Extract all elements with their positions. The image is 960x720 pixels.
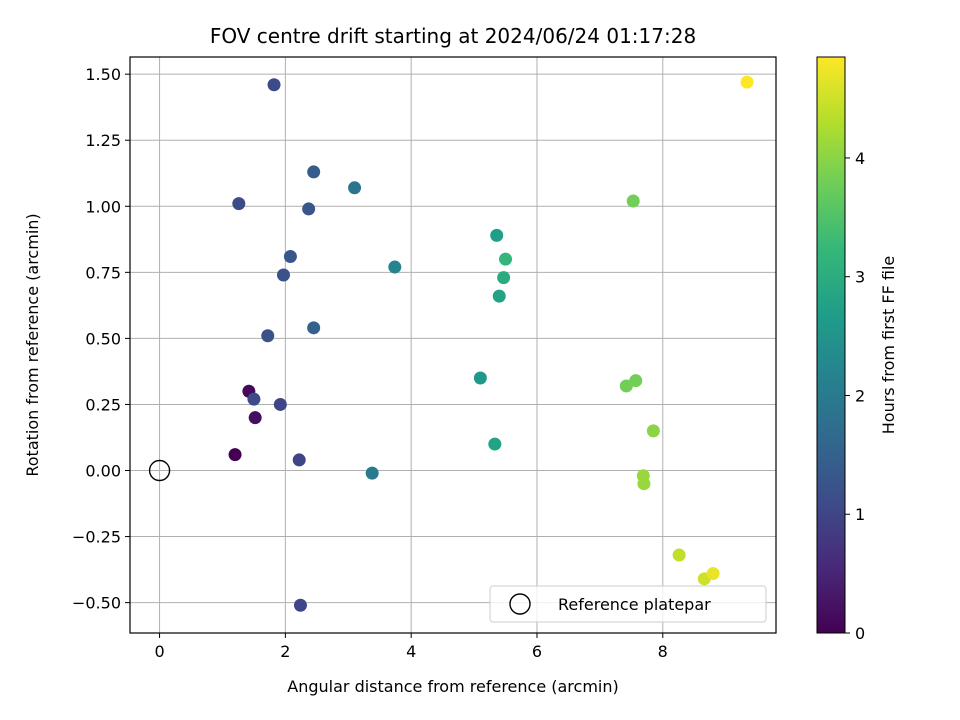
data-point — [247, 392, 261, 406]
colorbar: 0 1 2 3 4 Hours from first FF file — [816, 56, 898, 643]
colorbar-tick-label: 1 — [855, 505, 865, 524]
data-point — [348, 181, 362, 195]
x-axis-label: Angular distance from reference (arcmin) — [287, 677, 618, 696]
y-tick-label: −0.50 — [72, 594, 121, 613]
data-point — [388, 260, 402, 274]
reference-platepar-marker — [148, 459, 171, 482]
data-point — [488, 437, 502, 451]
data-point — [492, 289, 506, 303]
y-axis-label: Rotation from reference (arcmin) — [23, 213, 42, 476]
y-tick-label: 1.50 — [85, 65, 121, 84]
y-tick-label: 0.75 — [85, 263, 121, 282]
data-point — [637, 477, 651, 491]
data-point — [228, 448, 242, 462]
data-point — [619, 379, 633, 393]
data-point — [626, 194, 640, 208]
x-axis-ticks: 0 2 4 6 8 — [154, 633, 668, 661]
data-point — [706, 567, 720, 581]
data-point — [497, 271, 511, 285]
data-point — [490, 228, 504, 242]
data-point — [283, 249, 297, 263]
y-tick-label: 0.50 — [85, 329, 121, 348]
scatter-points — [148, 75, 754, 612]
colorbar-tick-label: 0 — [855, 624, 865, 643]
grid — [130, 57, 776, 633]
x-tick-label: 6 — [532, 642, 542, 661]
x-tick-label: 2 — [280, 642, 290, 661]
data-point — [473, 371, 487, 385]
data-point — [232, 197, 246, 211]
data-point — [267, 78, 281, 92]
legend-label-reference: Reference platepar — [558, 595, 711, 614]
data-point — [276, 268, 290, 282]
legend-marker-reference — [509, 593, 531, 615]
y-axis-ticks: −0.50 −0.25 0.00 0.25 0.50 0.75 1.00 1.25 1.50 — [72, 65, 130, 613]
colorbar-ticks: 0 1 2 3 4 — [845, 149, 865, 643]
plot-frame — [129, 56, 777, 634]
data-point — [293, 598, 307, 612]
x-tick-label: 0 — [154, 642, 164, 661]
data-point — [248, 411, 262, 425]
colorbar-gradient — [816, 56, 846, 634]
data-point — [672, 548, 686, 562]
legend-box — [489, 585, 767, 623]
data-point — [646, 424, 660, 438]
data-point — [302, 202, 316, 216]
x-tick-label: 4 — [406, 642, 416, 661]
colorbar-tick-label: 3 — [855, 268, 865, 287]
data-point — [273, 397, 287, 411]
y-tick-label: −0.25 — [72, 528, 121, 547]
data-point — [307, 321, 321, 335]
y-tick-label: 0.25 — [85, 395, 121, 414]
legend: Reference platepar — [489, 585, 767, 623]
colorbar-label: Hours from first FF file — [879, 256, 898, 435]
y-tick-label: 0.00 — [85, 462, 121, 481]
y-tick-label: 1.25 — [85, 131, 121, 150]
data-point — [740, 75, 754, 89]
y-tick-label: 1.00 — [85, 197, 121, 216]
data-point — [292, 453, 306, 467]
x-tick-label: 8 — [658, 642, 668, 661]
data-point — [629, 374, 643, 388]
data-point — [499, 252, 513, 266]
colorbar-tick-label: 4 — [855, 149, 865, 168]
data-point — [307, 165, 321, 179]
data-point — [365, 466, 379, 480]
colorbar-tick-label: 2 — [855, 386, 865, 405]
data-point — [261, 329, 275, 343]
chart-title: FOV centre drift starting at 2024/06/24 … — [210, 24, 696, 48]
